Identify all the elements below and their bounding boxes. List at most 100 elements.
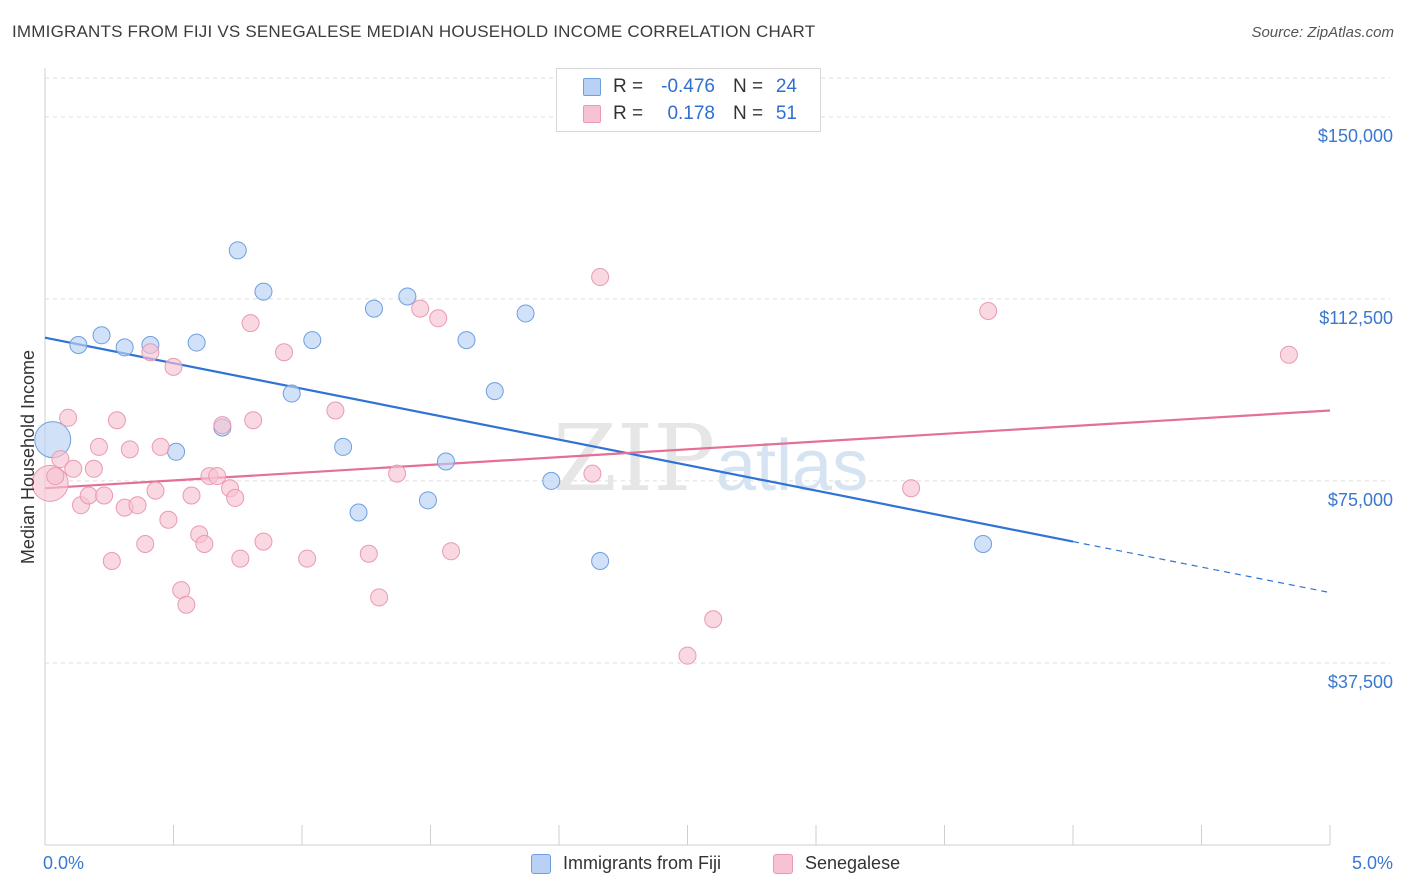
- senegalese-point: [704, 610, 723, 629]
- fiji-point: [349, 503, 368, 522]
- x-tick-label: 0.0%: [43, 853, 84, 873]
- fiji-point: [228, 241, 247, 260]
- senegalese-point: [51, 450, 70, 469]
- senegalese-point: [1279, 345, 1298, 364]
- watermark-atlas: atlas: [716, 426, 868, 506]
- fiji-point: [418, 491, 437, 510]
- senegalese-point: [411, 299, 430, 318]
- fiji-point: [167, 442, 186, 461]
- fiji-point: [542, 471, 561, 490]
- senegalese-point: [231, 549, 250, 568]
- watermark-zip: ZIP: [553, 405, 715, 512]
- senegalese-legend-label: Senegalese: [805, 853, 901, 873]
- legend-row-fiji: R = -0.476 N = 24: [557, 74, 820, 100]
- senegalese-point: [213, 416, 232, 435]
- axis-labels: $37,500 $75,000 $112,500 $150,000 0.0% 5.0% Me…: [18, 126, 1393, 873]
- fiji-trend-line: [44, 336, 1074, 543]
- r-value: -0.476: [661, 76, 715, 97]
- fiji-trend-extension: [1072, 541, 1331, 594]
- fiji-point: [187, 333, 206, 352]
- correlation-legend: R = -0.476 N = 24 R = 0.178 N = 51: [556, 68, 821, 132]
- senegalese-point: [298, 549, 317, 568]
- y-tick-label: $37,500: [1328, 672, 1393, 692]
- senegalese-swatch: [583, 105, 601, 123]
- fiji-point: [364, 299, 383, 318]
- senegalese-point: [902, 479, 921, 498]
- gridlines: [45, 77, 1390, 664]
- senegalese-point: [326, 401, 345, 420]
- senegalese-point: [107, 411, 126, 430]
- n-value: 24: [775, 76, 797, 97]
- data-points: [31, 241, 1298, 665]
- trend-lines: [44, 336, 1331, 594]
- senegalese-point: [84, 459, 103, 478]
- senegalese-point: [59, 408, 78, 427]
- senegalese-point: [275, 343, 294, 362]
- n-value: 51: [775, 103, 797, 124]
- senegalese-point: [64, 459, 83, 478]
- series-legend: Immigrants from Fiji Senegalese: [0, 852, 1406, 878]
- fiji-point: [974, 535, 993, 554]
- fiji-point: [115, 338, 134, 357]
- senegalese-point: [678, 646, 697, 665]
- source-label: Source: ZipAtlas.com: [1251, 24, 1394, 41]
- fiji-point: [334, 437, 353, 456]
- fiji-point: [485, 382, 504, 401]
- legend-row-senegalese: R = 0.178 N = 51: [557, 101, 820, 127]
- senegalese-point: [442, 542, 461, 561]
- n-label: N =: [733, 103, 764, 124]
- senegalese-point: [120, 440, 139, 459]
- fiji-point: [92, 326, 111, 345]
- y-tick-label: $75,000: [1328, 490, 1393, 510]
- fiji-point: [303, 331, 322, 350]
- r-label: R =: [613, 76, 644, 97]
- n-label: N =: [733, 76, 764, 97]
- fiji-point: [254, 282, 273, 301]
- senegalese-point: [79, 486, 98, 505]
- senegalese-point: [429, 309, 448, 328]
- fiji-point: [436, 452, 455, 471]
- fiji-point: [591, 552, 610, 571]
- senegalese-point: [136, 535, 155, 554]
- senegalese-point: [89, 437, 108, 456]
- senegalese-point: [46, 467, 65, 486]
- fiji-point: [282, 384, 301, 403]
- senegalese-point: [388, 464, 407, 483]
- fiji-legend-label: Immigrants from Fiji: [563, 853, 722, 873]
- fiji-legend-swatch: [531, 854, 551, 874]
- senegalese-point: [159, 510, 178, 529]
- senegalese-point: [177, 595, 196, 614]
- senegalese-point: [979, 302, 998, 321]
- senegalese-point: [591, 268, 610, 287]
- senegalese-point: [195, 535, 214, 554]
- axes: [44, 68, 1331, 846]
- senegalese-legend-swatch: [773, 854, 793, 874]
- senegalese-point: [226, 488, 245, 507]
- senegalese-point: [370, 588, 389, 607]
- senegalese-point: [164, 357, 183, 376]
- y-tick-label: $112,500: [1319, 308, 1393, 328]
- r-value: 0.178: [667, 103, 715, 124]
- senegalese-point: [95, 486, 114, 505]
- watermark: ZIP atlas: [553, 405, 868, 512]
- senegalese-point: [141, 343, 160, 362]
- fiji-swatch: [583, 78, 601, 96]
- senegalese-point: [244, 411, 263, 430]
- senegalese-point: [241, 314, 260, 333]
- senegalese-point: [128, 496, 147, 515]
- senegalese-trend-line: [44, 409, 1331, 490]
- fiji-point: [69, 335, 88, 354]
- y-tick-label: $150,000: [1318, 126, 1393, 146]
- senegalese-point: [208, 467, 227, 486]
- fiji-point: [398, 287, 417, 306]
- senegalese-point: [151, 437, 170, 456]
- senegalese-point: [146, 481, 165, 500]
- senegalese-point: [583, 464, 602, 483]
- fiji-point: [516, 304, 535, 323]
- senegalese-point: [102, 552, 121, 571]
- chart-title: IMMIGRANTS FROM FIJI VS SENEGALESE MEDIA…: [12, 22, 816, 41]
- senegalese-point: [182, 486, 201, 505]
- senegalese-point: [359, 544, 378, 563]
- x-tick-label: 5.0%: [1352, 853, 1393, 873]
